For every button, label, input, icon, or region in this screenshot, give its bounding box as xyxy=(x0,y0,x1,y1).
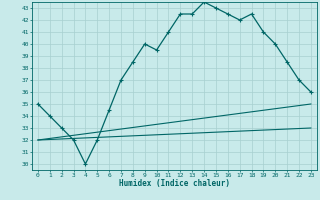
X-axis label: Humidex (Indice chaleur): Humidex (Indice chaleur) xyxy=(119,179,230,188)
